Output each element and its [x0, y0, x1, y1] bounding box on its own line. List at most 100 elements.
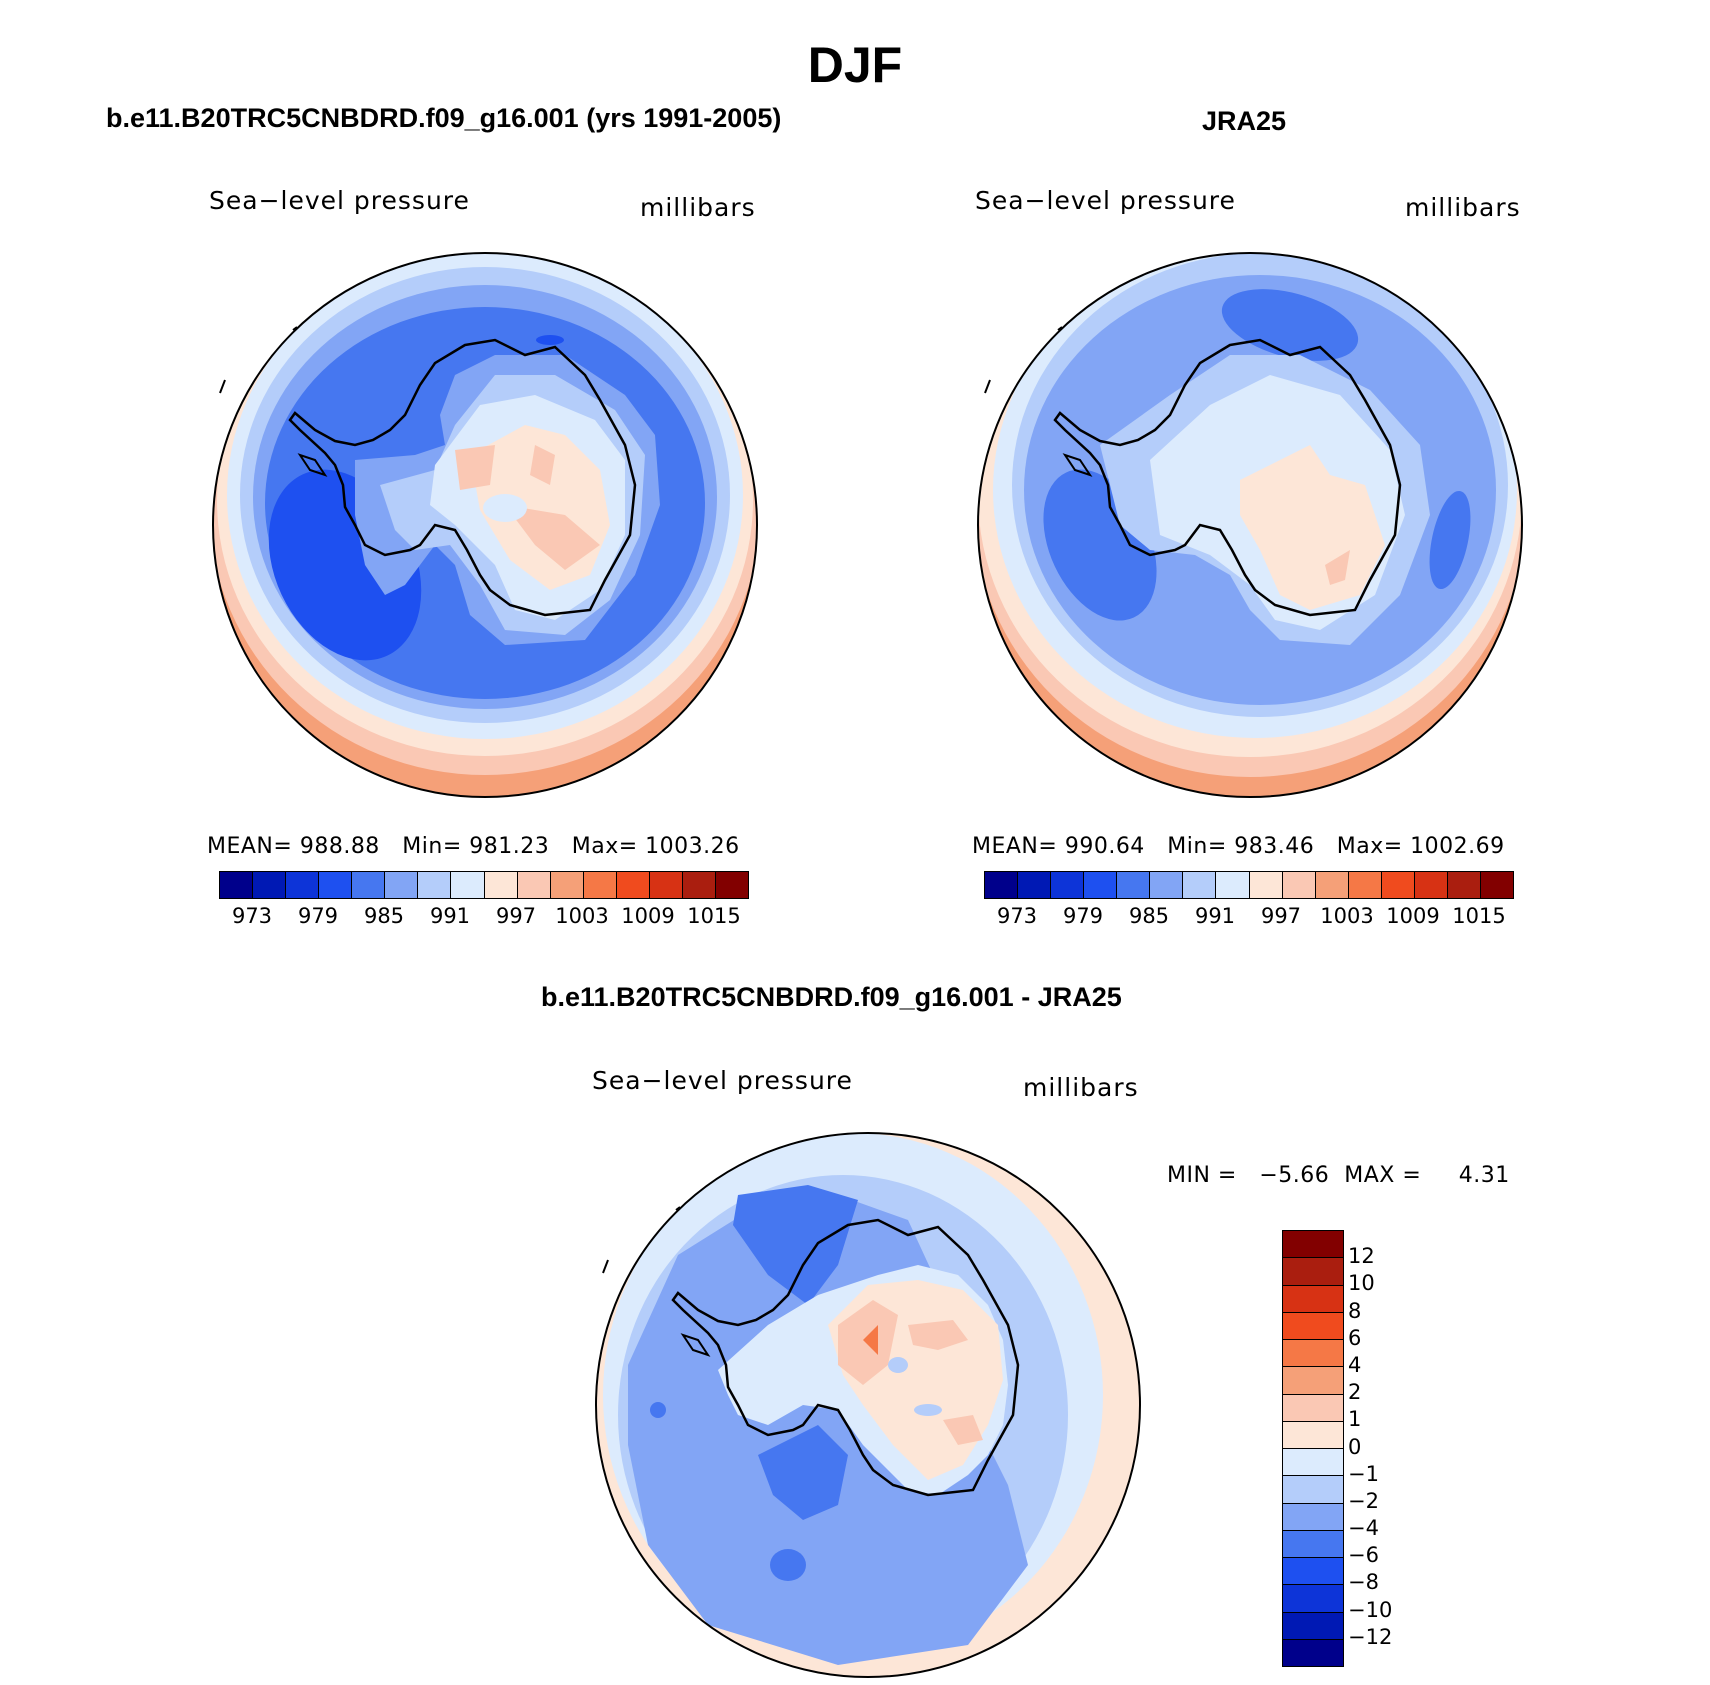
colorbar-swatch: [1249, 872, 1283, 898]
panel-1-units: millibars: [640, 193, 756, 222]
colorbar-swatch: [1283, 1476, 1343, 1504]
min-label: MIN =: [1167, 1163, 1237, 1188]
colorbar-tick-label: 1015: [1452, 904, 1506, 928]
min-value: 981.23: [469, 834, 550, 859]
colorbar-swatch: [1018, 872, 1052, 898]
max-label: Max=: [1336, 834, 1403, 859]
colorbar-tick-label: 6: [1348, 1325, 1362, 1350]
colorbar-swatch: [1283, 1612, 1343, 1640]
colorbar-tick-label: 985: [1128, 904, 1170, 928]
colorbar-swatch: [616, 872, 650, 898]
colorbar-tick-label: 1009: [621, 904, 675, 928]
panel-2-title: JRA25: [1202, 106, 1287, 136]
colorbar-swatch: [385, 872, 419, 898]
colorbar-swatch: [1051, 872, 1085, 898]
colorbar-tick-label: −1: [1348, 1461, 1379, 1486]
panel-2-stats: MEAN= 990.64 Min= 983.46 Max= 1002.69: [972, 834, 1505, 859]
colorbar-tick-label: −2: [1348, 1488, 1379, 1513]
colorbar-swatch: [418, 872, 452, 898]
max-value: 1003.26: [645, 834, 740, 859]
colorbar-tick-label: 979: [297, 904, 339, 928]
colorbar-tick-label: 1003: [555, 904, 609, 928]
colorbar-swatch: [1216, 872, 1250, 898]
colorbar-swatch: [1084, 872, 1118, 898]
colorbar-tick-label: 4: [1348, 1352, 1362, 1377]
colorbar-swatch: [1283, 1558, 1343, 1586]
colorbar-swatch: [1283, 1367, 1343, 1395]
colorbar-swatch: [1283, 1421, 1343, 1449]
colorbar-tick-label: 1015: [687, 904, 741, 928]
colorbar-tick-label: 973: [996, 904, 1038, 928]
colorbar-swatch: [1381, 872, 1415, 898]
colorbar-swatch: [352, 872, 386, 898]
colorbar-tick-label: −10: [1348, 1597, 1393, 1622]
colorbar-swatch: [1283, 1258, 1343, 1286]
panel-3-stats: MIN = −5.66 MAX = 4.31: [1167, 1163, 1510, 1188]
min-label: Min=: [1167, 834, 1227, 859]
colorbar-tick-label: −12: [1348, 1624, 1393, 1649]
colorbar-swatch: [220, 872, 254, 898]
min-value: −5.66: [1259, 1163, 1330, 1188]
colorbar-tick-label: 2: [1348, 1380, 1362, 1405]
panel-2-map: [977, 252, 1523, 798]
colorbar-tick-label: 12: [1348, 1244, 1375, 1269]
colorbar-swatch: [583, 872, 617, 898]
colorbar-tick-label: 985: [363, 904, 405, 928]
panel-2-units: millibars: [1405, 193, 1521, 222]
max-value: 1002.69: [1410, 834, 1505, 859]
colorbar-tick-label: −4: [1348, 1516, 1379, 1541]
colorbar-swatch: [1283, 1312, 1343, 1340]
panel-2-variable: Sea−level pressure: [975, 186, 1236, 215]
max-label: MAX =: [1344, 1163, 1422, 1188]
colorbar-swatch: [1183, 872, 1217, 898]
panel-1-variable: Sea−level pressure: [209, 186, 470, 215]
colorbar-swatch: [649, 872, 683, 898]
colorbar-tick-label: 991: [429, 904, 471, 928]
colorbar-swatch: [517, 872, 551, 898]
colorbar-swatch: [1348, 872, 1382, 898]
colorbar-swatch: [1283, 1503, 1343, 1531]
panel-1-stats: MEAN= 988.88 Min= 981.23 Max= 1003.26: [207, 834, 740, 859]
colorbar-swatch: [1414, 872, 1448, 898]
panel-3-colorbar: [1282, 1230, 1344, 1667]
colorbar-swatch: [1283, 1530, 1343, 1558]
colorbar-swatch: [1283, 1340, 1343, 1368]
panel-1-title: b.e11.B20TRC5CNBDRD.f09_g16.001 (yrs 199…: [106, 103, 782, 133]
colorbar-tick-label: 1003: [1320, 904, 1374, 928]
panel-3-variable: Sea−level pressure: [592, 1066, 853, 1095]
colorbar-tick-label: 10: [1348, 1271, 1375, 1296]
colorbar-tick-label: 997: [1260, 904, 1302, 928]
colorbar-swatch: [550, 872, 584, 898]
colorbar-swatch: [682, 872, 716, 898]
panel-3-map: [595, 1132, 1141, 1678]
min-label: Min=: [402, 834, 462, 859]
colorbar-tick-label: 997: [495, 904, 537, 928]
colorbar-swatch: [985, 872, 1019, 898]
colorbar-tick-label: 973: [231, 904, 273, 928]
max-label: Max=: [571, 834, 638, 859]
colorbar-swatch: [1447, 872, 1481, 898]
colorbar-swatch: [1283, 1394, 1343, 1422]
panel-2-colorbar: [984, 871, 1514, 899]
colorbar-swatch: [1283, 1285, 1343, 1313]
panel-1-map: [212, 252, 758, 798]
colorbar-tick-label: 0: [1348, 1434, 1362, 1459]
mean-label: MEAN=: [207, 834, 293, 859]
mean-label: MEAN=: [972, 834, 1058, 859]
colorbar-swatch: [1282, 872, 1316, 898]
colorbar-tick-label: 979: [1062, 904, 1104, 928]
mean-value: 990.64: [1064, 834, 1145, 859]
colorbar-swatch: [715, 872, 748, 898]
colorbar-swatch: [319, 872, 353, 898]
colorbar-swatch: [1315, 872, 1349, 898]
colorbar-tick-label: 1009: [1386, 904, 1440, 928]
figure-title: DJF: [807, 37, 903, 93]
colorbar-swatch: [1150, 872, 1184, 898]
panel-3-units: millibars: [1023, 1073, 1139, 1102]
colorbar-tick-label: 991: [1194, 904, 1236, 928]
panel-3-title: b.e11.B20TRC5CNBDRD.f09_g16.001 - JRA25: [541, 982, 1122, 1012]
colorbar-tick-label: −6: [1348, 1543, 1379, 1568]
panel-1-colorbar: [219, 871, 749, 899]
colorbar-swatch: [1117, 872, 1151, 898]
colorbar-tick-label: 8: [1348, 1298, 1362, 1323]
